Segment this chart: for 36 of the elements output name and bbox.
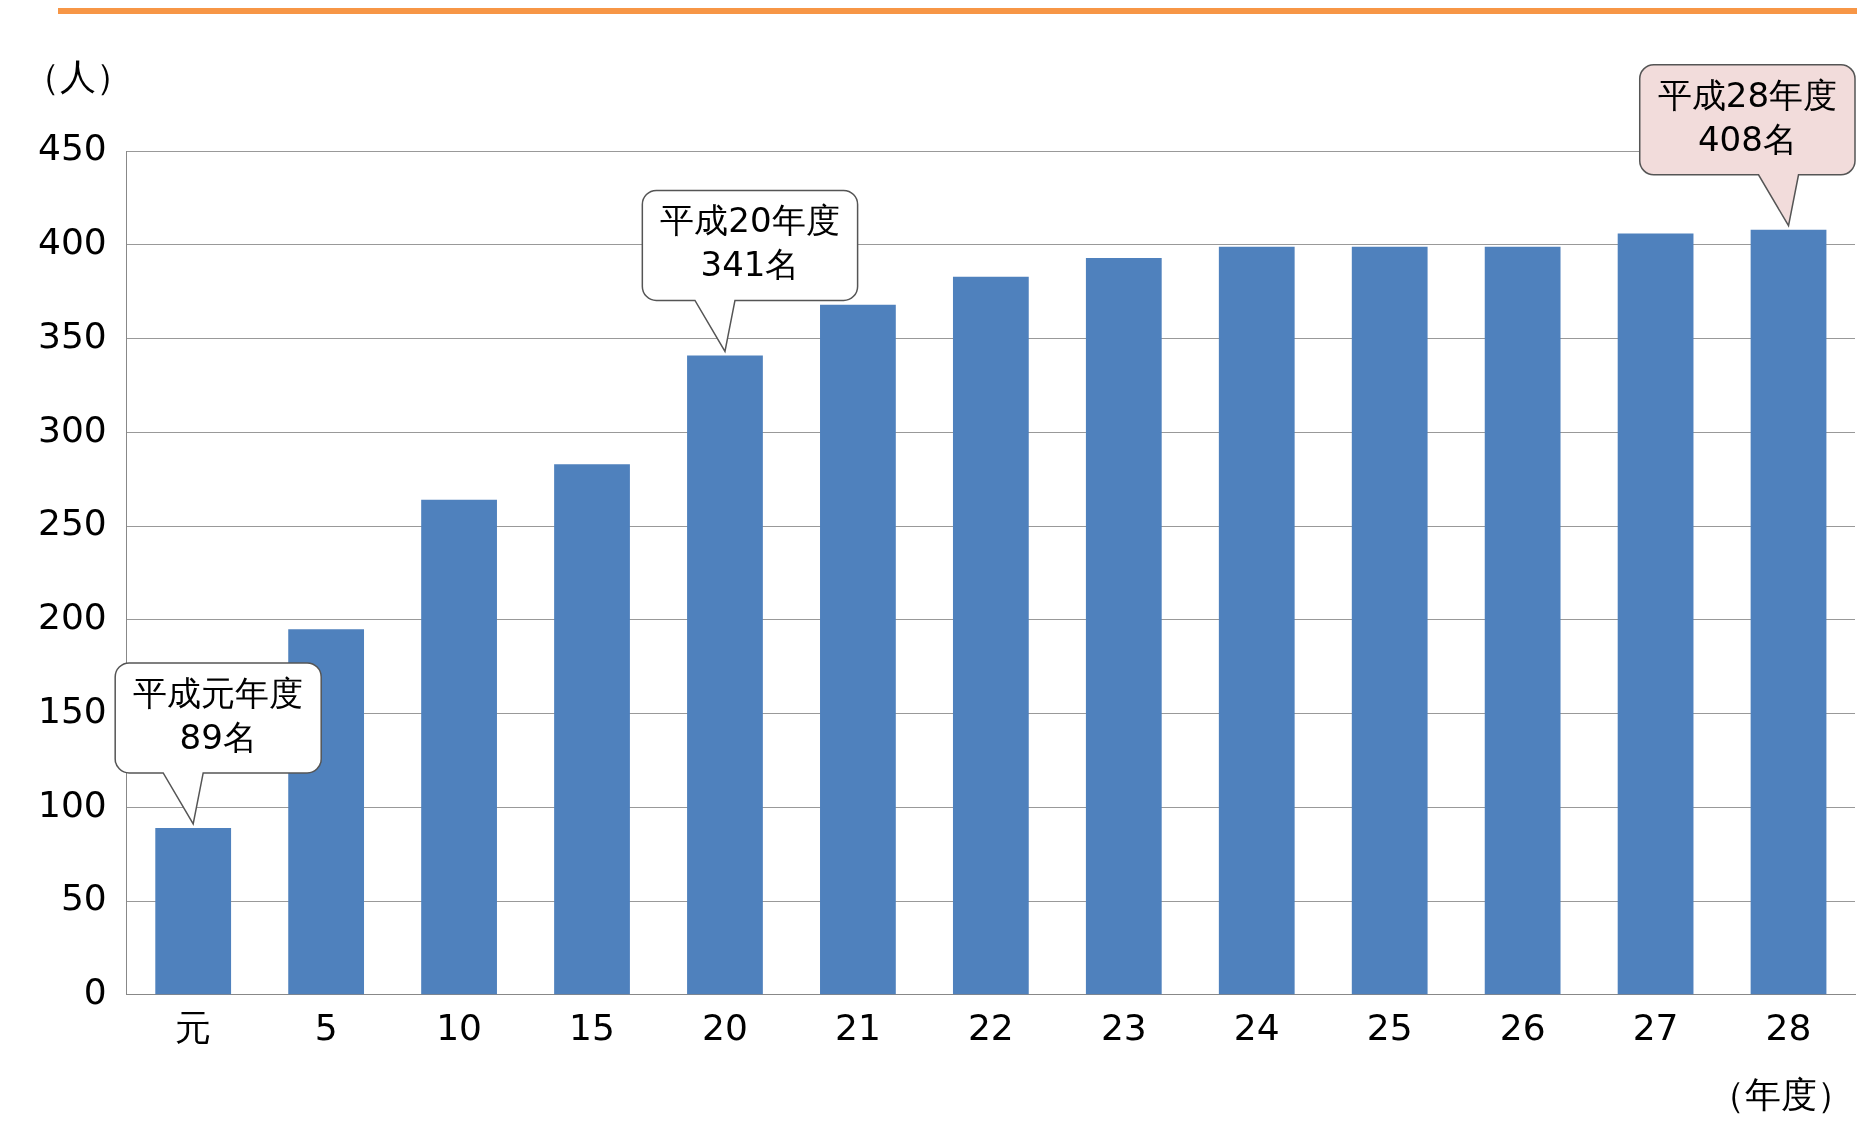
bar bbox=[554, 464, 630, 995]
bar bbox=[1617, 233, 1694, 995]
x-tick-label: 元 bbox=[175, 1006, 212, 1048]
x-tick-label: 21 bbox=[835, 1006, 881, 1048]
x-tick-label: 25 bbox=[1366, 1006, 1413, 1048]
y-tick-label: 200 bbox=[37, 596, 107, 638]
y-tick-label: 400 bbox=[37, 221, 107, 263]
bar bbox=[1218, 246, 1295, 995]
x-tick-label: 27 bbox=[1632, 1006, 1679, 1048]
y-tick-label: 300 bbox=[37, 408, 107, 450]
x-axis-title: （年度） bbox=[1709, 1074, 1853, 1116]
bar bbox=[1351, 246, 1428, 995]
y-tick-label: 0 bbox=[83, 971, 107, 1013]
x-tick-label: 24 bbox=[1233, 1006, 1280, 1048]
y-tick-label: 250 bbox=[37, 502, 107, 544]
y-axis-title: （人） bbox=[24, 56, 132, 98]
x-tick-label: 28 bbox=[1765, 1006, 1812, 1048]
bar bbox=[1484, 246, 1561, 995]
bar bbox=[952, 276, 1029, 995]
x-tick-label: 15 bbox=[569, 1006, 615, 1048]
x-tick-label: 26 bbox=[1499, 1006, 1546, 1048]
y-tick-label: 100 bbox=[37, 783, 107, 825]
y-tick-label: 350 bbox=[37, 314, 107, 356]
x-tick-label: 22 bbox=[967, 1006, 1014, 1048]
annotation: 平成20年度 341名 bbox=[660, 200, 840, 285]
x-tick-label: 20 bbox=[702, 1006, 748, 1048]
x-tick-label: 5 bbox=[314, 1006, 338, 1048]
y-tick-label: 450 bbox=[37, 127, 107, 169]
annotation: 平成28年度 408名 bbox=[1657, 74, 1837, 159]
x-tick-label: 10 bbox=[436, 1006, 482, 1048]
bar bbox=[421, 499, 497, 995]
y-tick-label: 150 bbox=[37, 689, 107, 731]
annotation: 平成元年度 89名 bbox=[133, 672, 304, 757]
bar bbox=[1085, 257, 1162, 995]
x-tick-label: 23 bbox=[1100, 1006, 1147, 1048]
y-tick-label: 50 bbox=[60, 877, 107, 919]
